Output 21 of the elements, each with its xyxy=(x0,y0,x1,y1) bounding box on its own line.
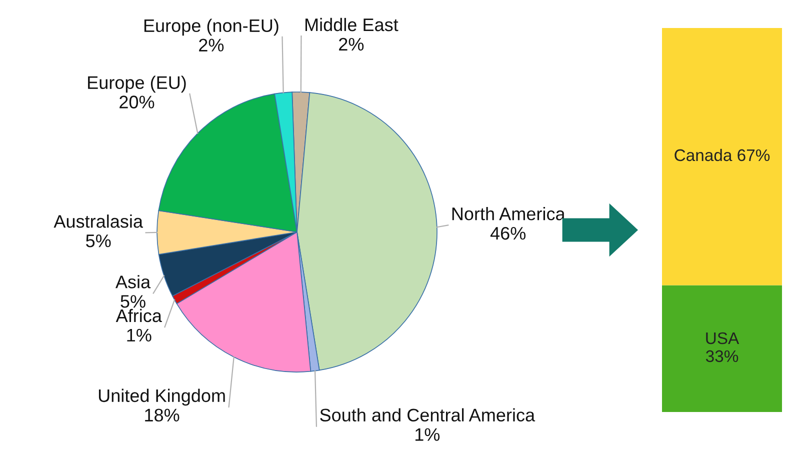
data-label: 1% xyxy=(415,428,440,441)
slice-label: Middle East xyxy=(306,18,398,32)
slice-label: Europe (non-EU) xyxy=(144,18,278,36)
slice-label: United Kingdom xyxy=(98,388,225,406)
slice-label: Australasia xyxy=(54,214,144,228)
data-label: 20% xyxy=(120,96,154,108)
slice-label: South and Central America xyxy=(320,408,536,422)
data-label: 1% xyxy=(127,328,152,342)
slice-label: North America xyxy=(452,207,566,220)
data-label: 2% xyxy=(199,38,224,52)
data-label: 2% xyxy=(339,38,364,51)
slice-label: Africa xyxy=(116,308,162,322)
text: Canada 67% xyxy=(674,148,770,162)
series-label: USA xyxy=(706,332,740,344)
data-label: 18% xyxy=(145,408,180,422)
data-label: 33% xyxy=(706,350,738,362)
slice-label: Europe (EU) xyxy=(88,76,186,93)
slice-label: Asia xyxy=(115,275,151,288)
data-label: 46% xyxy=(490,226,526,240)
data-label: 5% xyxy=(86,234,111,248)
data-label: 5% xyxy=(120,295,146,308)
